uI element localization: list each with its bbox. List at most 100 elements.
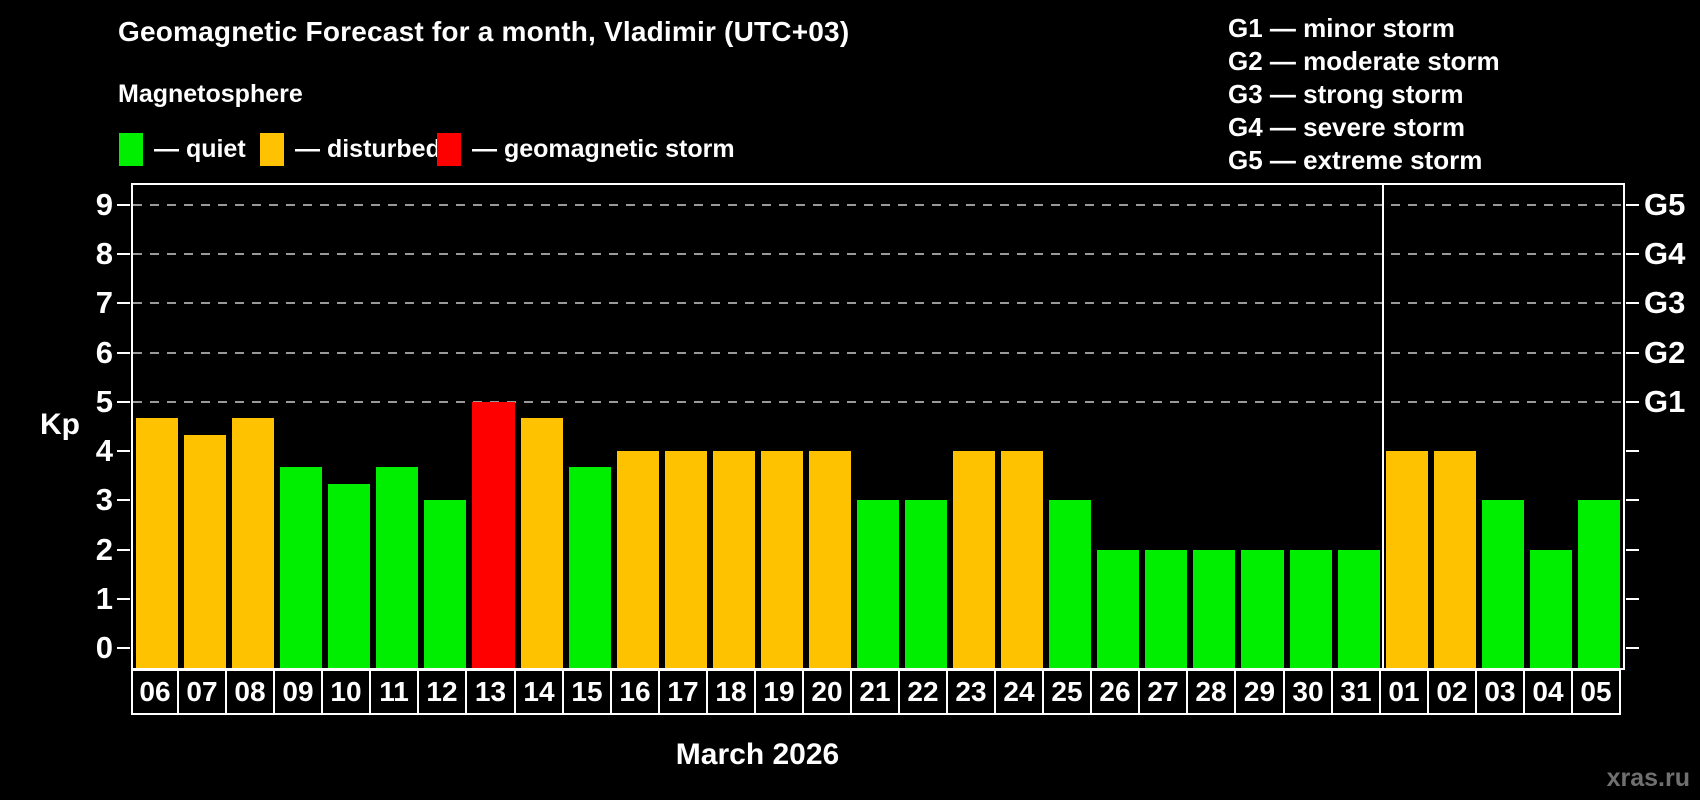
y-tick-label-3: 3	[95, 482, 113, 518]
quiet-color-swatch	[119, 132, 143, 166]
y-axis-title: Kp	[40, 408, 80, 441]
x-day-label-31: 31	[1331, 669, 1381, 715]
bar-day-02	[1434, 451, 1476, 668]
gridline-kp6	[133, 351, 1623, 354]
bar-day-10	[328, 484, 370, 668]
right-tick-kp2	[1626, 548, 1639, 551]
y-tick-label-2: 2	[95, 531, 113, 567]
g-legend-line-g3: G3 — strong storm	[1228, 79, 1464, 109]
bar-day-28	[1193, 549, 1235, 668]
x-day-label-25: 25	[1042, 669, 1092, 715]
x-day-label-27: 27	[1138, 669, 1188, 715]
g-scale-label-g5: G5	[1644, 186, 1686, 222]
right-tick-kp5	[1626, 400, 1639, 403]
right-tick-kp7	[1626, 302, 1639, 305]
bar-day-04	[1530, 549, 1572, 668]
legend-item-storm: — geomagnetic storm	[437, 131, 735, 167]
g-scale-label-g1: G1	[1644, 383, 1686, 419]
x-day-label-08: 08	[225, 669, 275, 715]
gridline-kp5	[133, 400, 1623, 403]
left-tick-kp8	[117, 253, 130, 255]
x-day-label-11: 11	[369, 669, 419, 715]
right-tick-kp1	[1626, 598, 1639, 600]
bar-day-17	[665, 451, 707, 668]
right-tick-kp6	[1626, 351, 1639, 354]
bar-day-09	[280, 467, 322, 668]
left-tick-kp9	[117, 203, 130, 206]
x-day-label-03: 03	[1475, 669, 1525, 715]
bar-day-16	[617, 451, 659, 668]
y-tick-label-9: 9	[95, 186, 113, 222]
legend-item-quiet: — quiet	[119, 131, 246, 167]
x-day-label-16: 16	[610, 669, 660, 715]
left-tick-kp0	[117, 647, 130, 650]
bar-day-20	[809, 451, 851, 668]
x-day-label-30: 30	[1283, 669, 1333, 715]
bar-day-24	[1001, 451, 1043, 668]
plot-area	[131, 183, 1625, 670]
month-separator	[1382, 185, 1384, 668]
x-axis-day-labels: 06 07 08 09 10 11 12 13 14 15 16 17 18 19 20 21 22 23 24 25…	[131, 669, 1625, 715]
bar-day-03	[1482, 500, 1524, 668]
x-day-label-20: 20	[802, 669, 852, 715]
x-day-label-06: 06	[131, 669, 179, 715]
x-day-label-23: 23	[946, 669, 996, 715]
y-tick-label-0: 0	[95, 630, 113, 666]
g-scale-label-g2: G2	[1644, 334, 1686, 370]
left-tick-kp1	[117, 598, 130, 600]
bar-day-30	[1290, 549, 1332, 668]
x-day-label-17: 17	[658, 669, 708, 715]
g-scale-legend: G1 — minor storm G2 — moderate storm G3 …	[1228, 12, 1500, 177]
right-tick-kp0	[1626, 647, 1639, 650]
right-tick-kp4	[1626, 450, 1639, 453]
x-day-label-07: 07	[177, 669, 227, 715]
left-tick-kp5	[117, 400, 130, 403]
bar-day-31	[1338, 549, 1380, 668]
legend-label-quiet: — quiet	[154, 134, 246, 163]
left-tick-kp2	[117, 548, 130, 551]
bar-day-25	[1049, 500, 1091, 668]
y-tick-label-1: 1	[95, 581, 113, 616]
x-day-label-13: 13	[465, 669, 516, 715]
x-day-label-01: 01	[1379, 669, 1429, 715]
y-tick-label-7: 7	[95, 285, 113, 321]
left-tick-kp3	[117, 499, 130, 502]
g-scale-label-g4: G4	[1644, 236, 1686, 271]
left-tick-kp7	[117, 302, 130, 305]
bar-day-14	[521, 418, 563, 668]
x-axis-title: March 2026	[675, 738, 840, 771]
g-legend-line-g4: G4 — severe storm	[1228, 112, 1466, 142]
x-day-label-10: 10	[321, 669, 371, 715]
x-day-label-09: 09	[273, 669, 323, 715]
right-tick-kp9	[1626, 203, 1639, 206]
storm-color-swatch	[437, 132, 461, 166]
legend-item-disturbed: — disturbed	[260, 131, 441, 167]
chart-title: Geomagnetic Forecast for a month, Vladim…	[118, 16, 850, 47]
x-day-label-02: 02	[1427, 669, 1477, 715]
x-day-label-28: 28	[1186, 669, 1236, 715]
left-tick-kp4	[117, 450, 130, 453]
gridline-kp7	[133, 302, 1623, 305]
x-day-label-05: 05	[1571, 669, 1621, 715]
y-tick-label-4: 4	[95, 433, 113, 469]
chart-subtitle: Magnetosphere	[118, 80, 303, 108]
right-tick-kp3	[1626, 499, 1639, 502]
y-tick-label-8: 8	[95, 236, 113, 271]
disturbed-color-swatch	[260, 132, 284, 166]
x-day-label-21: 21	[850, 669, 900, 715]
g-legend-line-g1: G1 — minor storm	[1228, 13, 1455, 43]
bar-day-11	[376, 467, 418, 668]
bar-day-06	[136, 418, 178, 668]
bar-day-22	[905, 500, 947, 668]
left-tick-kp6	[117, 351, 130, 354]
x-day-label-19: 19	[754, 669, 804, 715]
g-legend-line-g5: G5 — extreme storm	[1228, 145, 1483, 175]
y-tick-label-5: 5	[95, 383, 113, 419]
bar-day-29	[1241, 549, 1284, 668]
bar-day-15	[569, 467, 611, 668]
g-legend-line-g2: G2 — moderate storm	[1228, 46, 1500, 76]
g-scale-label-g3: G3	[1644, 285, 1686, 321]
x-day-label-15: 15	[562, 669, 612, 715]
gridline-kp9	[133, 203, 1623, 206]
